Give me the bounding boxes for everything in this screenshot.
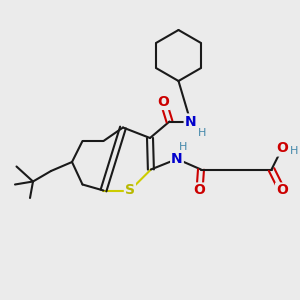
Text: O: O xyxy=(276,142,288,155)
Text: S: S xyxy=(125,184,135,197)
Text: O: O xyxy=(276,184,288,197)
Text: H: H xyxy=(179,142,187,152)
Text: H: H xyxy=(198,128,206,138)
Text: N: N xyxy=(185,115,196,128)
Text: O: O xyxy=(158,95,169,109)
Text: O: O xyxy=(194,184,206,197)
Text: N: N xyxy=(171,152,183,166)
Text: H: H xyxy=(290,146,298,157)
